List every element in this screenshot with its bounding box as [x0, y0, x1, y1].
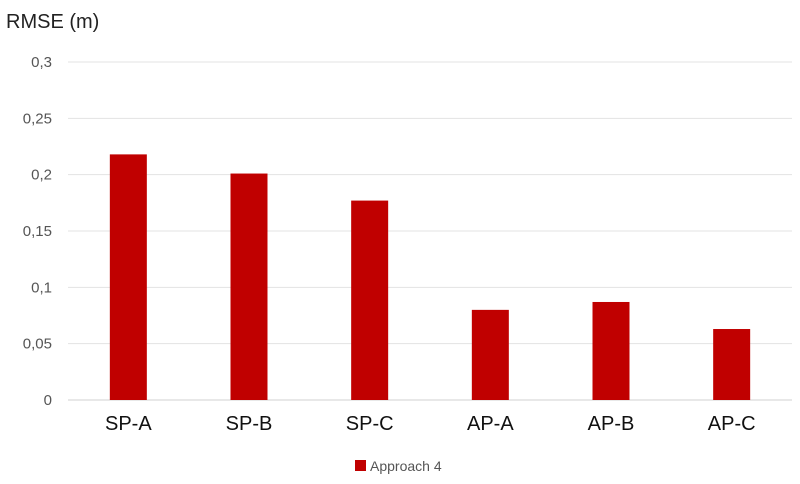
gridlines — [68, 61, 792, 401]
legend-label: Approach 4 — [370, 458, 442, 474]
bars — [109, 154, 751, 400]
x-tick-label: AP-C — [708, 413, 756, 435]
y-tick-labels: 0 0,05 0,1 0,15 0,2 0,25 0,3 — [23, 54, 52, 409]
x-tick-label: SP-C — [346, 413, 394, 435]
bar-sp-a — [109, 154, 147, 400]
bar-sp-b — [230, 173, 268, 400]
bar-ap-b — [592, 301, 630, 400]
x-tick-label: SP-A — [105, 413, 152, 435]
y-axis-label: RMSE (m) — [6, 11, 99, 33]
x-tick-label: SP-B — [226, 413, 273, 435]
legend-swatch — [355, 460, 366, 471]
y-tick-label: 0,1 — [31, 279, 52, 296]
y-tick-label: 0 — [44, 392, 52, 409]
x-tick-labels: SP-A SP-B SP-C AP-A AP-B AP-C — [105, 413, 756, 435]
x-tick-label: AP-B — [588, 413, 635, 435]
bar-ap-c — [713, 329, 751, 400]
bar-ap-a — [471, 309, 509, 400]
y-tick-label: 0,25 — [23, 110, 52, 127]
y-tick-label: 0,15 — [23, 223, 52, 240]
legend: Approach 4 — [355, 458, 442, 474]
y-tick-label: 0,2 — [31, 167, 52, 184]
y-tick-label: 0,3 — [31, 54, 52, 71]
bar-sp-c — [351, 200, 389, 400]
y-tick-label: 0,05 — [23, 336, 52, 353]
x-tick-label: AP-A — [467, 413, 514, 435]
